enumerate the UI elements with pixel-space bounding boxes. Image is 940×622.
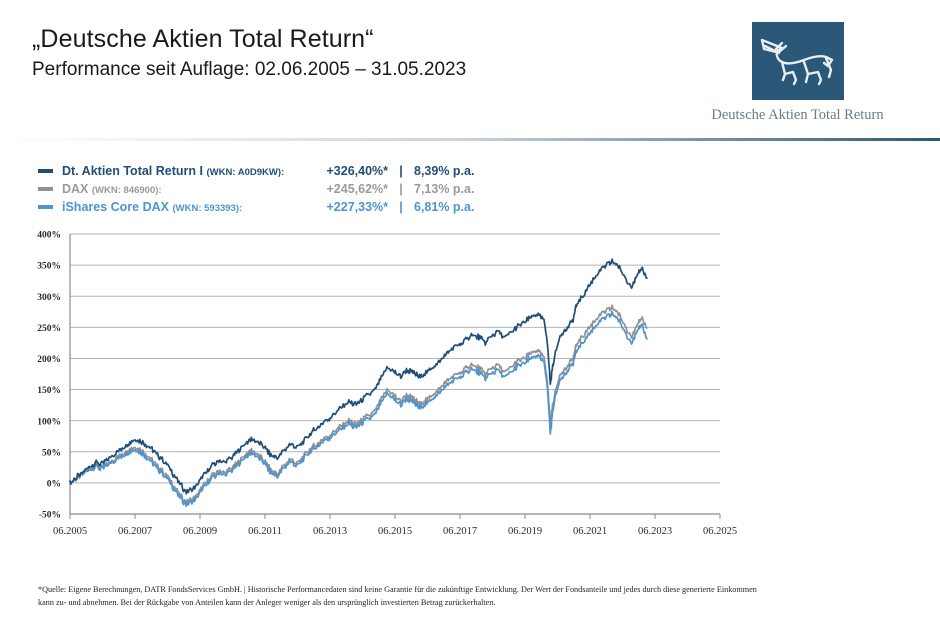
x-axis-tick-label: 06.2005 — [53, 526, 87, 537]
y-axis-tick-label: 100% — [37, 417, 61, 427]
legend-separator: | — [399, 200, 403, 214]
x-axis-tick-label: 06.2021 — [573, 526, 607, 537]
legend-swatch-ishares — [38, 205, 53, 209]
legend-wkn: (WKN: A0D9KW): — [206, 167, 285, 178]
logo-caption: Deutsche Aktien Total Return — [711, 107, 884, 123]
y-axis-tick-label: 200% — [37, 355, 61, 365]
legend-separator: | — [399, 182, 403, 196]
x-axis-tick-label: 06.2009 — [183, 526, 217, 537]
footnote-line-1: *Quelle: Eigene Berechnungen, DATR Fonds… — [38, 585, 757, 594]
bull-icon — [751, 22, 844, 100]
y-axis-tick-label: 150% — [37, 386, 61, 396]
y-axis-tick-label: 400% — [37, 231, 61, 241]
chart-legend: Dt. Aktien Total Return I (WKN: A0D9KW):… — [38, 162, 558, 216]
legend-swatch-fund — [38, 169, 53, 173]
legend-label-dax: DAX (WKN: 846900): — [62, 182, 314, 196]
legend-series-name: iShares Core DAX — [62, 200, 173, 214]
legend-separator: | — [399, 164, 403, 178]
footnote-disclaimer: *Quelle: Eigene Berechnungen, DATR Fonds… — [38, 584, 918, 609]
legend-total-return: +326,40%* — [326, 164, 388, 178]
legend-row: DAX (WKN: 846900): +245,62%* | 7,13% p.a… — [38, 180, 558, 198]
legend-row: Dt. Aktien Total Return I (WKN: A0D9KW):… — [38, 162, 558, 180]
y-axis-tick-label: 0% — [47, 479, 61, 489]
series-line — [69, 258, 648, 495]
legend-annual-return: 7,13% p.a. — [414, 182, 475, 196]
x-axis-tick-label: 06.2015 — [378, 526, 412, 537]
page-subtitle: Performance seit Auflage: 02.06.2005 – 3… — [32, 59, 467, 80]
y-axis-tick-label: 50% — [42, 448, 61, 458]
legend-label-ishares: iShares Core DAX (WKN: 593393): — [62, 200, 314, 214]
x-axis-tick-label: 06.2019 — [508, 526, 542, 537]
footnote-line-2: kann zu- und abnehmen. Bei der Rückgabe … — [38, 597, 496, 607]
x-axis-tick-label: 06.2017 — [443, 526, 477, 537]
legend-series-name: DAX — [62, 182, 92, 196]
legend-total-return: +227,33%* — [326, 200, 388, 214]
brand-logo: Deutsche Aktien Total Return — [685, 22, 910, 124]
legend-row: iShares Core DAX (WKN: 593393): +227,33%… — [38, 198, 558, 216]
y-axis-tick-label: 300% — [37, 293, 61, 303]
title-block: „Deutsche Aktien Total Return“ Performan… — [32, 24, 466, 83]
page-header: „Deutsche Aktien Total Return“ Performan… — [0, 0, 940, 141]
x-axis-tick-label: 06.2007 — [118, 526, 152, 537]
legend-annual-return: 8,39% p.a. — [414, 164, 475, 178]
series-line — [69, 304, 648, 505]
chart-canvas: -50% 0% 50% 100% 150% 200% 250% 300% 350% 400% 06.… — [37, 231, 737, 537]
y-axis-tick-label: -50% — [39, 511, 61, 521]
x-axis-tick-label: 06.2023 — [638, 526, 672, 537]
performance-chart: -50% 0% 50% 100% 150% 200% 250% 300% 350% 400% 06.… — [0, 224, 940, 574]
legend-wkn: (WKN: 593393): — [172, 203, 243, 214]
x-axis-tick-label: 06.2013 — [313, 526, 347, 537]
legend-series-name: Dt. Aktien Total Return I — [62, 164, 207, 178]
legend-wkn: (WKN: 846900): — [91, 185, 162, 196]
page-title: „Deutsche Aktien Total Return“ — [32, 25, 374, 53]
x-axis-tick-label: 06.2011 — [248, 526, 282, 537]
series-line — [69, 310, 648, 508]
legend-annual-return: 6,81% p.a. — [414, 200, 475, 214]
legend-swatch-dax — [38, 187, 53, 191]
x-axis-tick-label: 06.2025 — [703, 526, 737, 537]
y-axis-tick-label: 350% — [37, 262, 61, 272]
header-divider — [0, 138, 940, 141]
y-axis-tick-label: 250% — [37, 324, 61, 334]
legend-label-fund: Dt. Aktien Total Return I (WKN: A0D9KW): — [62, 164, 314, 178]
legend-total-return: +245,62%* — [326, 182, 388, 196]
